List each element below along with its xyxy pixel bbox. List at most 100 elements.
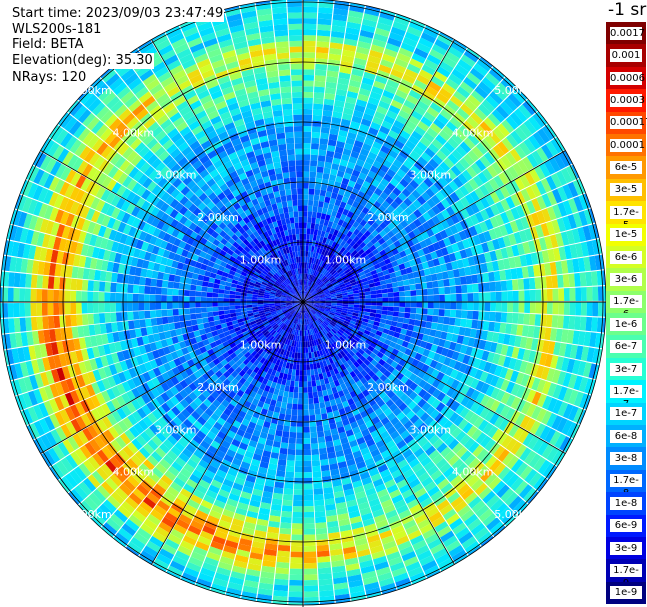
range-bin [305,285,308,291]
range-bin [503,334,511,345]
range-bin [457,173,468,185]
range-bin [551,449,564,465]
range-bin [397,317,404,323]
range-bin [445,51,460,64]
range-bin [420,32,437,44]
range-bin [469,367,478,378]
range-bin [592,302,599,317]
range-bin [421,191,431,202]
range-bin [357,313,365,318]
range-bin [339,272,346,278]
range-bin [326,282,332,287]
range-bin [364,258,372,265]
range-bin [438,129,451,142]
range-bin [332,19,347,27]
range-bin [353,182,362,191]
range-bin [347,294,354,298]
range-bin [510,441,523,455]
range-bin [546,221,556,235]
range-bin [315,286,321,292]
range-bin [463,76,478,90]
range-bin [510,324,518,335]
range-bin [438,309,445,317]
range-bin [566,358,576,373]
range-bin [223,298,230,302]
range-bin [329,47,342,56]
range-bin [111,322,118,333]
range-bin [431,378,441,389]
range-bin [403,335,411,343]
range-bin [500,312,508,323]
range-bin [419,340,428,349]
range-bin [588,224,598,240]
range-bin [276,561,290,569]
range-bin [573,375,583,391]
range-bin [70,290,77,302]
range-bin [333,264,339,270]
range-bin [115,302,122,312]
range-bin [478,339,487,350]
range-bin [438,256,446,265]
range-bin [344,216,351,224]
range-bin [318,149,327,157]
range-bin [331,262,338,269]
range-bin [330,36,344,44]
range-bin [333,2,349,11]
range-bin [402,36,418,48]
range-bin [359,307,366,312]
range-bin [81,291,88,302]
range-bin [408,135,420,146]
range-bin [357,153,368,162]
range-bin [133,276,141,285]
range-bin [413,160,425,171]
range-bin [133,319,141,329]
range-bin [183,308,191,315]
range-bin [522,100,537,116]
range-bin [477,171,489,184]
range-bin [476,349,484,360]
range-bin [480,435,492,448]
range-bin [571,164,580,179]
range-bin [314,240,319,248]
range-bin [322,115,332,123]
range-bin [293,489,303,496]
range-bin [355,158,365,167]
range-bin [510,370,519,383]
range-bin [314,303,320,306]
range-bin [421,261,429,270]
range-bin [276,395,283,402]
range-bin [474,223,483,235]
range-bin [314,298,320,301]
range-bin [357,93,369,102]
range-bin [299,375,303,382]
range-bin [149,302,156,310]
range-bin [149,310,157,318]
range-bin [372,324,379,331]
range-bin [400,42,416,53]
range-bin [349,240,356,247]
range-bin [526,389,537,403]
range-bin [337,259,343,266]
range-bin [368,127,379,136]
range-bin [304,291,307,297]
range-bin [98,292,105,302]
range-bin [376,130,388,140]
range-bin [523,119,537,135]
range-bin [584,395,592,410]
range-bin [395,89,408,100]
range-bin [349,320,356,325]
range-bin [424,253,433,262]
range-bin [47,316,55,329]
range-bin [484,134,497,148]
range-bin [313,246,318,253]
range-bin [494,188,505,201]
ray-bins [0,0,606,605]
range-bin [380,9,396,16]
range-bin [303,302,309,303]
range-bin [480,209,490,221]
range-bin [403,159,414,170]
range-bin [404,348,412,356]
range-bin [353,57,367,66]
range-bin [312,465,321,473]
range-bin [341,153,350,162]
